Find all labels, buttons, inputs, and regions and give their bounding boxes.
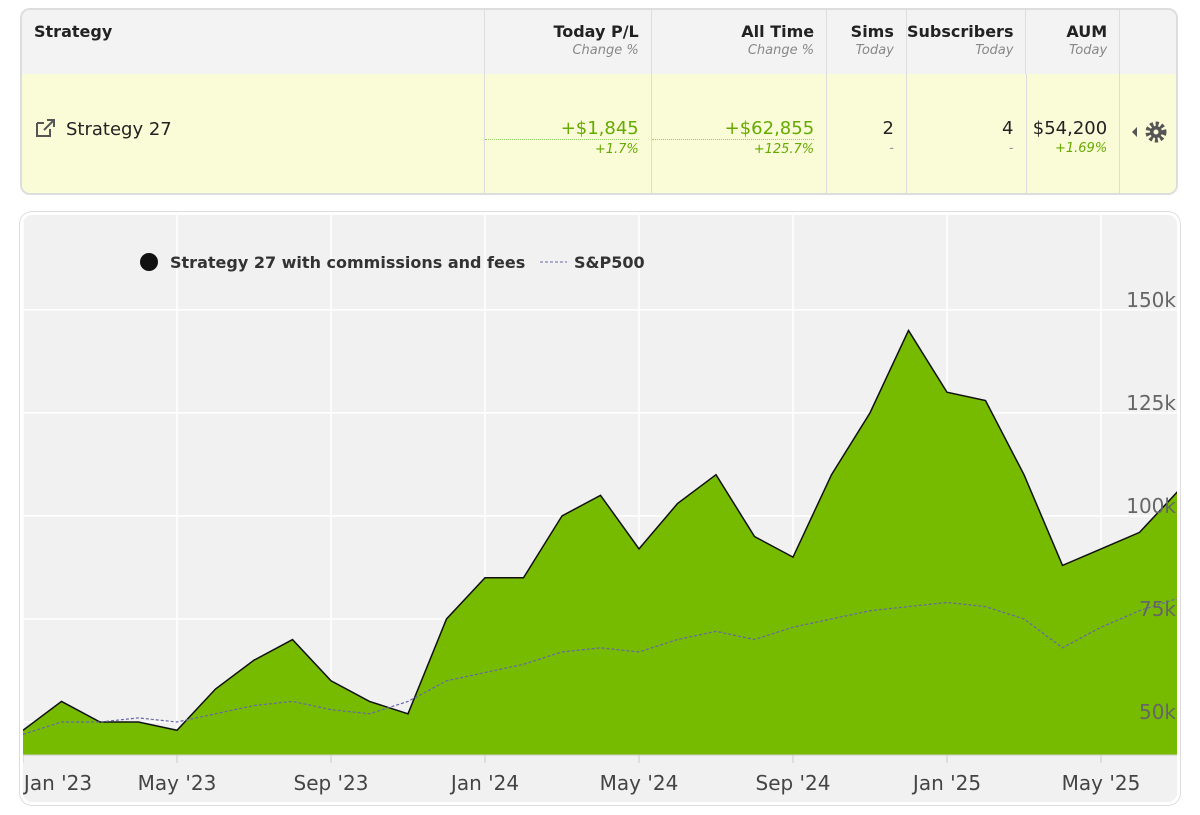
header-sub: Today (975, 43, 1014, 58)
header-cell: All Time Change % (652, 10, 828, 74)
header-sub: Change % (572, 43, 639, 58)
header-cell: Today P/L Change % (485, 10, 652, 74)
header-label: Sims (850, 22, 894, 41)
cell: +$62,855 +125.7% (651, 74, 828, 193)
y-tick-label: 50k (1139, 700, 1176, 724)
x-tick-label: Jan '23 (23, 771, 92, 795)
sims-sub: - (889, 141, 894, 156)
header-sub: Today (855, 43, 894, 58)
sims: 2 (882, 118, 894, 139)
legend-marker (140, 253, 158, 271)
line (23, 598, 1177, 735)
strategy-table: Strategy Today P/L Change % All Time Chang… (20, 8, 1178, 195)
legend-label: S&P500 (574, 253, 645, 272)
strategy-name[interactable]: Strategy 27 (66, 119, 172, 140)
cell: 2- (827, 74, 907, 193)
header-sub: Change % (747, 43, 815, 58)
x-tick-label: May '24 (600, 771, 679, 795)
cell (1120, 74, 1176, 193)
aum-pct: +1.69% (1054, 141, 1108, 156)
legend-label: Strategy 27 with commissions and fees (170, 253, 525, 272)
header-cell (1120, 10, 1176, 74)
x-tick-label: Sep '23 (294, 771, 369, 795)
y-tick-label: 100k (1126, 494, 1176, 518)
name-cell: Strategy 27 (22, 74, 486, 193)
header-label: Strategy (34, 22, 113, 41)
y-tick-label: 150k (1126, 288, 1176, 312)
header-label: Subscribers (907, 22, 1014, 41)
line (23, 328, 1177, 732)
header-label: AUM (1066, 22, 1108, 41)
header-cell: Subscribers Today (907, 10, 1027, 74)
cell: 4- (907, 74, 1027, 193)
table-header: Strategy Today P/L Change % All Time Chang… (22, 10, 1176, 75)
table-row[interactable]: Strategy 27 +$1,845 +1.7% +$62,855 +125.7%… (22, 74, 1176, 193)
aum: $54,200 (1032, 118, 1108, 139)
subscribers: 4 (1002, 118, 1014, 139)
y-tick-label: 125k (1126, 391, 1176, 415)
chart: 50k 75k 100k 125k 150k Jan '23 May '23 Sep '23 J… (23, 215, 1177, 795)
x-tick-label: Jan '24 (449, 771, 519, 795)
area (23, 330, 1177, 755)
header-label: Today P/L (553, 22, 639, 41)
y-tick-label: 75k (1139, 597, 1176, 621)
x-tick-label: May '25 (1062, 771, 1141, 795)
header-cell: Strategy (22, 10, 486, 74)
today-pct: +1.7% (594, 142, 639, 157)
cell: +$1,845 +1.7% (485, 74, 652, 193)
cell: $54,200 +1.69% (1027, 74, 1121, 193)
subscribers-sub: - (1008, 141, 1014, 156)
chart-panel: 50k 75k 100k 125k 150k Jan '23 May '23 Sep '23 J… (20, 212, 1180, 805)
x-tick-label: Jan '25 (911, 771, 981, 795)
settings-icon[interactable] (1130, 120, 1170, 150)
header-cell: AUM Today (1026, 10, 1121, 74)
x-tick-label: Sep '24 (756, 771, 831, 795)
header-cell: Sims Today (827, 10, 907, 74)
today-pl: +$1,845 (485, 118, 639, 140)
x-tick-label: May '23 (138, 771, 217, 795)
all-time: +$62,855 (651, 118, 815, 140)
external-link-icon[interactable] (34, 118, 56, 138)
header-label: All Time (741, 22, 815, 41)
header-sub: Today (1068, 43, 1108, 58)
all-time-pct: +125.7% (753, 142, 815, 157)
